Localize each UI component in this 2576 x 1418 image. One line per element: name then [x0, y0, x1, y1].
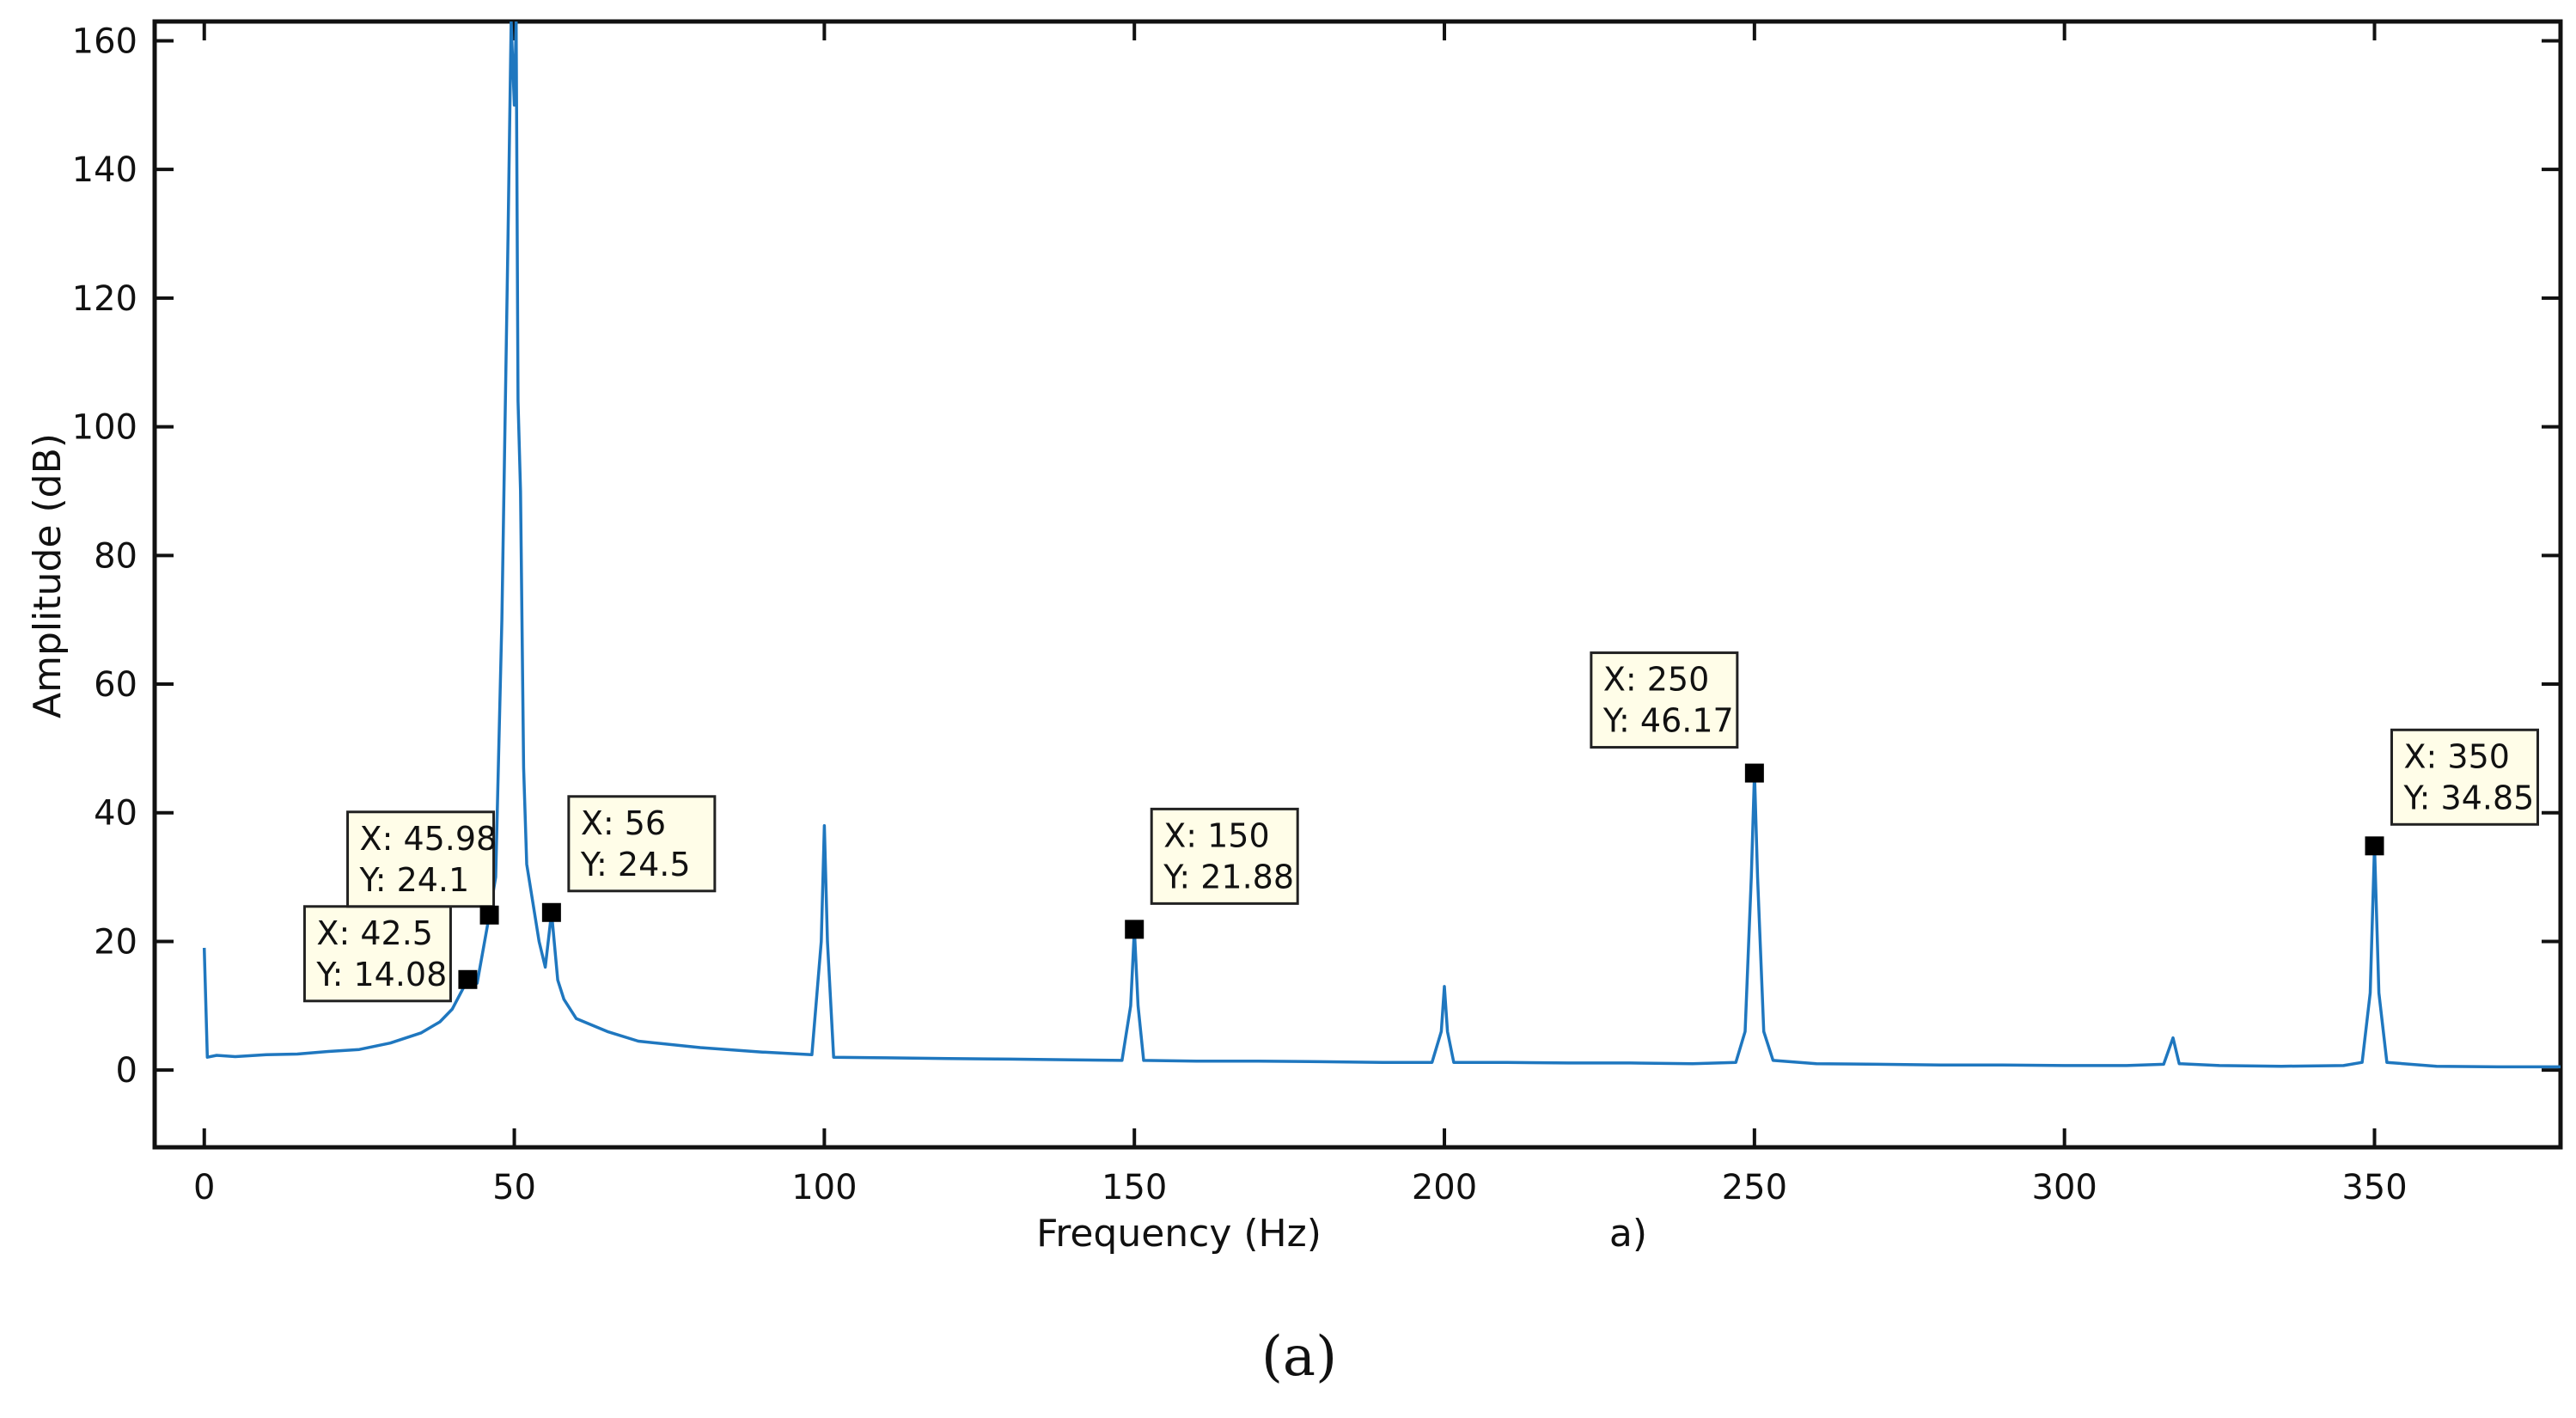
y-tick-label: 120 [72, 279, 137, 319]
y-tick-label: 140 [72, 150, 137, 190]
data-tip-marker [1125, 920, 1145, 939]
data-tip-marker [541, 902, 561, 922]
data-tip: X: 150 Y: 21.88 [1125, 807, 1299, 939]
data-tip-y-text: Y: 21.88 [1163, 858, 1294, 895]
data-tip-y-text: Y: 34.85 [2403, 779, 2535, 816]
figure-caption: (a) [1261, 1325, 1337, 1389]
x-tick-label: 250 [1722, 1168, 1787, 1207]
y-tick-label: 80 [94, 536, 137, 576]
y-tick-label: 0 [116, 1051, 137, 1091]
y-tick-label: 100 [72, 408, 137, 448]
x-tick-label: 0 [193, 1168, 215, 1207]
y-axis-title: Amplitude (dB) [26, 433, 70, 718]
data-tip-box [2390, 728, 2540, 826]
x-tick-label: 350 [2341, 1168, 2407, 1207]
data-tip-y-text: Y: 24.5 [580, 846, 691, 883]
data-tip-box [302, 905, 452, 1003]
x-tick-label: 300 [2032, 1168, 2097, 1207]
data-tip-y-text: Y: 46.17 [1602, 702, 1734, 740]
data-tip-marker [479, 905, 499, 925]
data-tip-x-text: X: 56 [581, 804, 666, 842]
sub-label: a) [1609, 1212, 1647, 1256]
x-tick-label: 150 [1102, 1168, 1167, 1207]
y-tick-label: 160 [72, 21, 137, 61]
y-tick-label: 40 [94, 794, 137, 834]
data-tip: X: 45.98Y: 24.1 [346, 810, 499, 925]
data-tip-x-text: X: 150 [1163, 816, 1269, 854]
data-tip-marker [458, 969, 478, 989]
x-axis-ticks: 0 50 100 150 200 250 300 350 [193, 21, 2408, 1207]
x-tick-label: 200 [1412, 1168, 1477, 1207]
data-tip-box [1150, 807, 1299, 905]
data-tip-x-text: X: 42.5 [316, 914, 433, 952]
data-tip-y-text: Y: 24.1 [359, 861, 470, 899]
data-tip: X: 56 Y: 24.5 [541, 795, 717, 922]
data-tip: X: 42.5 Y: 14.08 [302, 905, 478, 1003]
x-axis-title: Frequency (Hz) [1036, 1212, 1322, 1256]
y-tick-label: 20 [94, 922, 137, 962]
data-tip-box [346, 810, 496, 908]
data-tip-marker [1744, 763, 1764, 783]
data-tip-y-text: Y: 14.08 [315, 956, 447, 993]
y-axis-ticks: 0 20 40 60 80 100 120 140 160 [72, 21, 2561, 1091]
y-tick-label: 60 [94, 665, 137, 705]
data-tip-annotations: X: 42.5 Y: 14.08 X: 45.98Y: 24.1 X: 56 Y: 24… [302, 651, 2540, 1003]
data-tip-box [567, 795, 717, 893]
data-tip-x-text: X: 45.98 [360, 820, 497, 858]
data-tip-marker [2365, 836, 2384, 856]
data-tip-x-text: X: 350 [2404, 737, 2510, 775]
data-tip-box [1590, 651, 1739, 749]
x-tick-label: 100 [791, 1168, 857, 1207]
data-tip-x-text: X: 250 [1603, 661, 1709, 699]
data-tip: X: 350 Y: 34.85 [2365, 728, 2540, 856]
x-tick-label: 50 [492, 1168, 536, 1207]
